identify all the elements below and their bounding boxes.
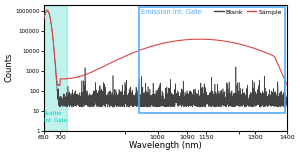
X-axis label: Wavelength (nm): Wavelength (nm)	[129, 141, 202, 150]
Legend: Blank, Sample: Blank, Sample	[212, 7, 284, 17]
Text: Emission Int. Gate: Emission Int. Gate	[141, 9, 202, 15]
Bar	[43, 5, 67, 131]
Text: Scatter
Int. Gate: Scatter Int. Gate	[44, 111, 67, 123]
Bar	[139, 7, 285, 113]
Y-axis label: Counts: Counts	[5, 53, 14, 82]
